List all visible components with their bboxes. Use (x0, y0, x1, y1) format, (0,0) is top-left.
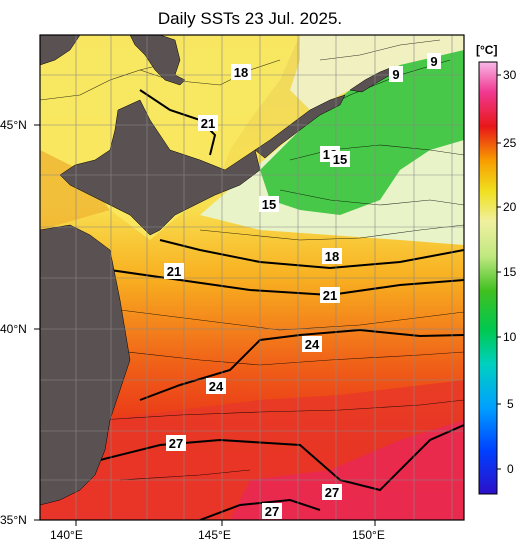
svg-text:21: 21 (167, 264, 181, 279)
contour-27-south (199, 498, 321, 520)
svg-text:15: 15 (333, 152, 347, 167)
svg-text:24: 24 (305, 337, 320, 352)
svg-text:27: 27 (325, 485, 339, 500)
map-title: Daily SSTs 23 Jul. 2025. (157, 9, 343, 28)
svg-text:27: 27 (169, 436, 183, 451)
colorbar-tick-label: 30 (503, 68, 517, 82)
lat-tick-label: 40°N (0, 322, 27, 336)
svg-text:21: 21 (323, 288, 337, 303)
contour-label: 21 (198, 115, 218, 131)
land-masses (40, 35, 396, 506)
svg-text:15: 15 (262, 197, 276, 212)
colorbar-tick-label: 10 (503, 330, 517, 344)
svg-text:24: 24 (209, 379, 224, 394)
contour-label: 27 (262, 503, 282, 519)
svg-text:21: 21 (201, 116, 215, 131)
contour-label: 9 (389, 66, 403, 82)
sakhalin (129, 35, 186, 86)
contour-labels: 18 21 9 9 12 15 15 18 21 21 24 24 27 27 … (164, 53, 441, 519)
svg-text:18: 18 (325, 249, 339, 264)
contour-label: 18 (231, 64, 251, 80)
map-frame (39, 34, 465, 521)
svg-text:9: 9 (430, 54, 437, 69)
cold-water-region (260, 45, 464, 215)
contour-label: 27 (322, 484, 342, 500)
colorbar-ticks (497, 74, 501, 470)
honshu (40, 224, 131, 506)
contour-label: 21 (164, 263, 184, 279)
contour-24 (139, 328, 464, 401)
contour-label: 18 (322, 248, 342, 264)
lat-tick-label: 45°N (0, 118, 27, 132)
colorbar-tick-label: 0 (507, 462, 514, 476)
colorbar-tick-label: 15 (503, 265, 517, 279)
svg-text:27: 27 (265, 504, 279, 519)
colorbar-tick-label: 25 (503, 136, 517, 150)
lon-tick-label: 145°E (198, 528, 231, 542)
contour-label: 24 (302, 336, 322, 352)
lon-tick-label: 140°E (50, 528, 83, 542)
contour-label: 9 (427, 53, 441, 69)
hokkaido (59, 99, 261, 236)
pale-northern-region (290, 35, 464, 110)
contour-label: 15 (330, 151, 350, 167)
svg-text:9: 9 (392, 67, 399, 82)
west-sea-region (40, 150, 110, 230)
russia-coast (40, 35, 81, 66)
contour-label: 27 (166, 435, 186, 451)
svg-text:18: 18 (234, 65, 248, 80)
colorbar-tick-label: 5 (507, 397, 514, 411)
contour-label: 15 (259, 196, 279, 212)
axis-ticks (34, 124, 376, 526)
kuril-islands (254, 94, 346, 159)
contour-label: 21 (320, 287, 340, 303)
hot-water-region (230, 420, 464, 520)
colorbar-tick-label: 20 (503, 200, 517, 214)
lon-tick-label: 150°E (352, 528, 385, 542)
contour-label: 24 (206, 378, 226, 394)
contour-18 (159, 239, 464, 270)
colorbar-unit: [°C] (476, 43, 498, 57)
lat-tick-label: 35°N (0, 513, 27, 527)
colorbar-scale (478, 61, 498, 495)
